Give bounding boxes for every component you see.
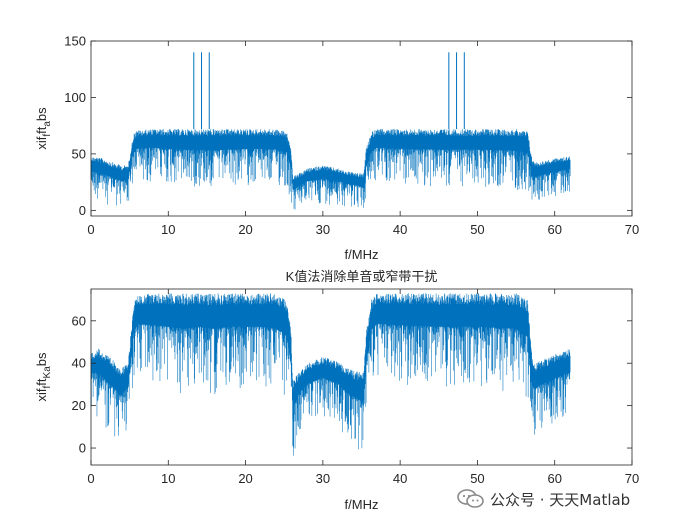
x-tick-label: 50	[470, 222, 484, 237]
y-tick-label: 0	[79, 441, 86, 456]
x-tick-label: 50	[470, 471, 484, 486]
y-tick-label: 20	[72, 398, 86, 413]
tick-marks: 0 10 20 30 40 50 60 70 0 50 100 150	[64, 34, 639, 238]
chart-title: K值法消除单音或窄带干扰	[286, 269, 438, 284]
x-tick-label: 10	[161, 471, 175, 486]
y-axis-label: xiffftabs	[34, 107, 53, 150]
axes-frame	[90, 40, 633, 217]
watermark: 公众号 · 天天Matlab	[456, 484, 692, 514]
x-tick-label: 40	[393, 471, 407, 486]
wechat-logo-icon	[457, 489, 484, 508]
axes-frame	[90, 288, 633, 466]
x-tick-label: 0	[87, 471, 94, 486]
x-axis-label: f/MHz	[345, 247, 379, 262]
x-tick-label: 40	[393, 222, 407, 237]
y-tick-label: 50	[72, 146, 86, 161]
tick-marks: 0 10 20 30 40 50 60 70 0 20 40 60	[72, 289, 639, 486]
x-tick-label: 20	[238, 471, 252, 486]
y-tick-label: 150	[64, 34, 86, 49]
x-tick-label: 70	[625, 222, 639, 237]
subplot-2: K值法消除单音或窄带干扰 0 10 20 30 40 50 60 70 0 20 40 60 f/MH…	[34, 269, 639, 512]
x-tick-label: 30	[316, 471, 330, 486]
y-tick-label: 40	[72, 356, 86, 371]
x-tick-label: 10	[161, 222, 175, 237]
x-tick-label: 20	[238, 222, 252, 237]
y-axis-label: xiffftKabs	[34, 352, 53, 401]
x-tick-label: 60	[547, 471, 561, 486]
x-tick-label: 70	[625, 471, 639, 486]
watermark-text: 公众号 · 天天Matlab	[490, 490, 631, 509]
x-tick-label: 60	[547, 222, 561, 237]
x-axis-label: f/MHz	[345, 497, 379, 512]
x-tick-label: 0	[87, 222, 94, 237]
y-tick-label: 100	[64, 90, 86, 105]
subplot-1: 0 10 20 30 40 50 60 70 0 50 100 150 f/MHz xiffftabs	[34, 34, 639, 263]
x-tick-label: 30	[316, 222, 330, 237]
y-tick-label: 0	[79, 203, 86, 218]
y-tick-label: 60	[72, 313, 86, 328]
